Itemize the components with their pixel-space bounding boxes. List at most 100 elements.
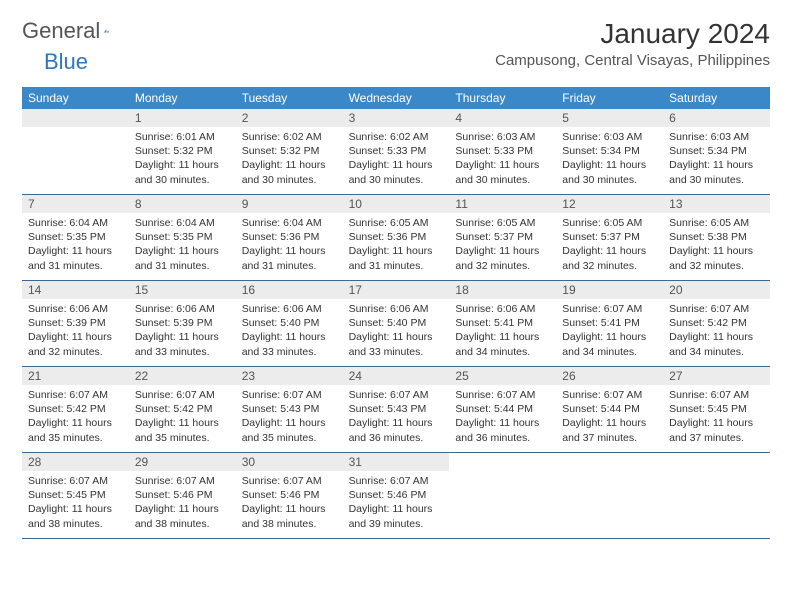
day-info: Sunrise: 6:05 AMSunset: 5:37 PMDaylight:… [556,213,663,279]
daylight-line: Daylight: 11 hours and 35 minutes. [28,416,123,444]
day-cell: 30Sunrise: 6:07 AMSunset: 5:46 PMDayligh… [236,453,343,539]
day-cell: 7Sunrise: 6:04 AMSunset: 5:35 PMDaylight… [22,195,129,281]
day-number: 1 [129,109,236,127]
day-number: 16 [236,281,343,299]
calendar-page: General January 2024 Campusong, Central … [0,0,792,539]
sunrise-line: Sunrise: 6:02 AM [242,130,337,144]
daylight-line: Daylight: 11 hours and 37 minutes. [669,416,764,444]
day-info: Sunrise: 6:06 AMSunset: 5:39 PMDaylight:… [129,299,236,365]
sunset-line: Sunset: 5:39 PM [28,316,123,330]
sunset-line: Sunset: 5:44 PM [455,402,550,416]
day-info: Sunrise: 6:07 AMSunset: 5:45 PMDaylight:… [663,385,770,451]
daylight-line: Daylight: 11 hours and 39 minutes. [349,502,444,530]
sunset-line: Sunset: 5:42 PM [135,402,230,416]
daylight-line: Daylight: 11 hours and 36 minutes. [455,416,550,444]
day-number: 4 [449,109,556,127]
day-number: 17 [343,281,450,299]
sunset-line: Sunset: 5:41 PM [455,316,550,330]
day-cell: 17Sunrise: 6:06 AMSunset: 5:40 PMDayligh… [343,281,450,367]
sunset-line: Sunset: 5:44 PM [562,402,657,416]
day-number: 11 [449,195,556,213]
day-number: 21 [22,367,129,385]
calendar-body: 1Sunrise: 6:01 AMSunset: 5:32 PMDaylight… [22,109,770,539]
day-info: Sunrise: 6:07 AMSunset: 5:42 PMDaylight:… [22,385,129,451]
empty-cell [556,453,663,539]
sunrise-line: Sunrise: 6:03 AM [455,130,550,144]
day-cell: 13Sunrise: 6:05 AMSunset: 5:38 PMDayligh… [663,195,770,281]
sunset-line: Sunset: 5:34 PM [669,144,764,158]
daylight-line: Daylight: 11 hours and 32 minutes. [669,244,764,272]
sunset-line: Sunset: 5:41 PM [562,316,657,330]
sunset-line: Sunset: 5:35 PM [28,230,123,244]
sunset-line: Sunset: 5:37 PM [562,230,657,244]
daylight-line: Daylight: 11 hours and 34 minutes. [669,330,764,358]
sunset-line: Sunset: 5:40 PM [349,316,444,330]
day-info: Sunrise: 6:02 AMSunset: 5:32 PMDaylight:… [236,127,343,193]
month-title: January 2024 [495,18,770,50]
daylight-line: Daylight: 11 hours and 32 minutes. [562,244,657,272]
daylight-line: Daylight: 11 hours and 30 minutes. [349,158,444,186]
weekday-header: Wednesday [343,87,450,109]
sunrise-line: Sunrise: 6:07 AM [28,388,123,402]
daylight-line: Daylight: 11 hours and 38 minutes. [242,502,337,530]
day-info: Sunrise: 6:03 AMSunset: 5:34 PMDaylight:… [663,127,770,193]
sunset-line: Sunset: 5:42 PM [28,402,123,416]
daylight-line: Daylight: 11 hours and 35 minutes. [135,416,230,444]
empty-cell [22,109,129,195]
daylight-line: Daylight: 11 hours and 33 minutes. [242,330,337,358]
sunrise-line: Sunrise: 6:07 AM [562,302,657,316]
day-info: Sunrise: 6:04 AMSunset: 5:35 PMDaylight:… [22,213,129,279]
daylight-line: Daylight: 11 hours and 38 minutes. [135,502,230,530]
day-number: 14 [22,281,129,299]
day-cell: 18Sunrise: 6:06 AMSunset: 5:41 PMDayligh… [449,281,556,367]
day-info: Sunrise: 6:07 AMSunset: 5:43 PMDaylight:… [236,385,343,451]
day-cell: 5Sunrise: 6:03 AMSunset: 5:34 PMDaylight… [556,109,663,195]
location-subtitle: Campusong, Central Visayas, Philippines [495,52,770,69]
weekday-header: Friday [556,87,663,109]
day-number: 12 [556,195,663,213]
daylight-line: Daylight: 11 hours and 37 minutes. [562,416,657,444]
day-number: 25 [449,367,556,385]
day-info: Sunrise: 6:07 AMSunset: 5:42 PMDaylight:… [663,299,770,365]
day-cell: 21Sunrise: 6:07 AMSunset: 5:42 PMDayligh… [22,367,129,453]
sail-icon [104,21,109,41]
sunrise-line: Sunrise: 6:03 AM [562,130,657,144]
day-number: 3 [343,109,450,127]
daylight-line: Daylight: 11 hours and 30 minutes. [135,158,230,186]
day-number: 27 [663,367,770,385]
sunrise-line: Sunrise: 6:04 AM [28,216,123,230]
sunset-line: Sunset: 5:33 PM [455,144,550,158]
day-number: 6 [663,109,770,127]
day-cell: 15Sunrise: 6:06 AMSunset: 5:39 PMDayligh… [129,281,236,367]
day-cell: 20Sunrise: 6:07 AMSunset: 5:42 PMDayligh… [663,281,770,367]
day-info: Sunrise: 6:05 AMSunset: 5:36 PMDaylight:… [343,213,450,279]
day-info: Sunrise: 6:07 AMSunset: 5:42 PMDaylight:… [129,385,236,451]
daylight-line: Daylight: 11 hours and 30 minutes. [669,158,764,186]
day-number: 13 [663,195,770,213]
sunset-line: Sunset: 5:36 PM [349,230,444,244]
day-number: 19 [556,281,663,299]
day-info: Sunrise: 6:07 AMSunset: 5:41 PMDaylight:… [556,299,663,365]
day-cell: 8Sunrise: 6:04 AMSunset: 5:35 PMDaylight… [129,195,236,281]
day-cell: 1Sunrise: 6:01 AMSunset: 5:32 PMDaylight… [129,109,236,195]
day-info: Sunrise: 6:04 AMSunset: 5:35 PMDaylight:… [129,213,236,279]
sunrise-line: Sunrise: 6:04 AM [135,216,230,230]
day-number: 8 [129,195,236,213]
day-number: 2 [236,109,343,127]
title-block: January 2024 Campusong, Central Visayas,… [495,18,770,69]
day-cell: 25Sunrise: 6:07 AMSunset: 5:44 PMDayligh… [449,367,556,453]
weekday-header: Sunday [22,87,129,109]
calendar-grid: SundayMondayTuesdayWednesdayThursdayFrid… [22,87,770,539]
sunrise-line: Sunrise: 6:07 AM [242,474,337,488]
sunset-line: Sunset: 5:43 PM [349,402,444,416]
sunrise-line: Sunrise: 6:05 AM [562,216,657,230]
daylight-line: Daylight: 11 hours and 33 minutes. [135,330,230,358]
sunrise-line: Sunrise: 6:07 AM [562,388,657,402]
sunrise-line: Sunrise: 6:06 AM [135,302,230,316]
day-number: 31 [343,453,450,471]
weekday-header: Thursday [449,87,556,109]
day-info: Sunrise: 6:02 AMSunset: 5:33 PMDaylight:… [343,127,450,193]
sunset-line: Sunset: 5:32 PM [242,144,337,158]
day-info: Sunrise: 6:05 AMSunset: 5:37 PMDaylight:… [449,213,556,279]
day-number: 23 [236,367,343,385]
